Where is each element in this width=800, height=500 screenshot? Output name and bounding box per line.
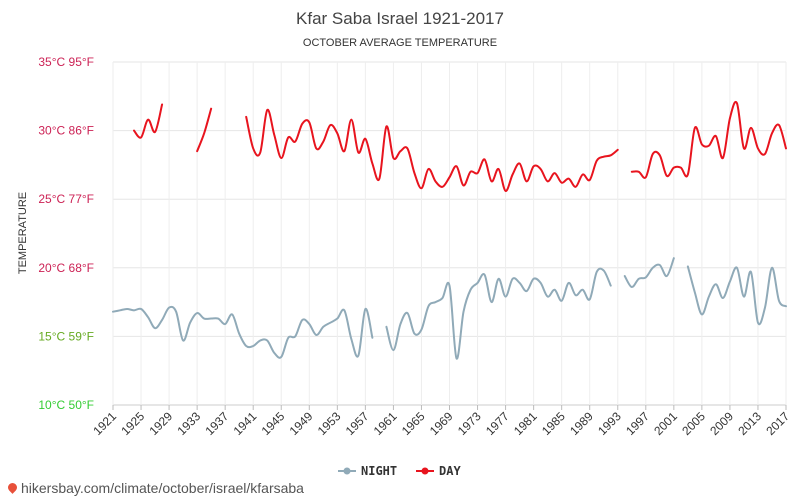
y-axis-label: TEMPERATURE	[17, 192, 29, 274]
gridlines	[112, 61, 787, 406]
series-line-day	[630, 100, 787, 179]
x-axis-ticks: 1921 1925 1929 1933 1937 1941 1945 1949 1953 1957…	[90, 405, 792, 438]
x-tick-label: 1953	[315, 409, 344, 438]
x-tick-label: 2013	[735, 409, 764, 438]
source-link[interactable]: hikersbay.com/climate/october/israel/kfa…	[6, 480, 304, 496]
x-tick-label: 2005	[679, 409, 708, 438]
x-tick-label: 1969	[427, 409, 456, 438]
series-line-day	[196, 107, 213, 153]
x-tick-label: 2001	[651, 409, 680, 438]
location-pin-icon	[6, 481, 19, 494]
legend-marker-icon	[343, 467, 351, 475]
series-line-night	[686, 265, 787, 326]
x-tick-label: 1997	[623, 409, 652, 438]
legend-item-day[interactable]: DAY	[416, 464, 461, 478]
x-tick-label: 1937	[203, 409, 232, 438]
series-line-night	[112, 305, 374, 359]
x-tick-label: 1929	[146, 409, 175, 438]
y-tick-label: 15°C 59°F	[38, 329, 94, 343]
x-tick-label: 2009	[707, 409, 736, 438]
x-tick-label: 1933	[174, 409, 203, 438]
x-tick-label: 1977	[483, 409, 512, 438]
x-tick-label: 1973	[455, 409, 484, 438]
x-tick-label: 1957	[343, 409, 372, 438]
x-tick-label: 2017	[763, 409, 792, 438]
y-axis-ticks: 10°C 50°F 15°C 59°F 20°C 68°F 25°C 77°F 30°C…	[38, 55, 94, 412]
source-url: hikersbay.com/climate/october/israel/kfa…	[21, 480, 304, 496]
series-line-day	[245, 108, 619, 192]
x-tick-label: 1949	[287, 409, 316, 438]
chart-subtitle: OCTOBER AVERAGE TEMPERATURE	[303, 37, 497, 49]
x-tick-label: 1989	[567, 409, 596, 438]
x-tick-label: 1981	[511, 409, 540, 438]
x-tick-label: 1925	[118, 409, 147, 438]
x-tick-label: 1941	[231, 409, 260, 438]
x-tick-label: 1993	[595, 409, 624, 438]
chart-title: Kfar Saba Israel 1921-2017	[296, 9, 504, 28]
x-tick-label: 1921	[90, 409, 119, 438]
y-tick-label: 20°C 68°F	[38, 261, 94, 275]
series-line-night	[623, 257, 675, 289]
legend-label-night: NIGHT	[361, 464, 397, 478]
x-tick-label: 1985	[539, 409, 568, 438]
legend-label-day: DAY	[439, 464, 461, 478]
series-line-night	[385, 267, 612, 360]
x-tick-label: 1961	[371, 409, 400, 438]
legend-marker-icon	[421, 467, 429, 475]
y-tick-label: 25°C 77°F	[38, 192, 94, 206]
x-tick-label: 1965	[399, 409, 428, 438]
y-tick-label: 35°C 95°F	[38, 55, 94, 69]
legend-item-night[interactable]: NIGHT	[338, 464, 397, 478]
legend: NIGHT DAY	[338, 464, 461, 478]
x-tick-label: 1945	[259, 409, 288, 438]
series-lines	[112, 100, 787, 360]
series-line-day	[133, 103, 164, 139]
y-tick-label: 30°C 86°F	[38, 124, 94, 138]
y-tick-label: 10°C 50°F	[38, 398, 94, 412]
